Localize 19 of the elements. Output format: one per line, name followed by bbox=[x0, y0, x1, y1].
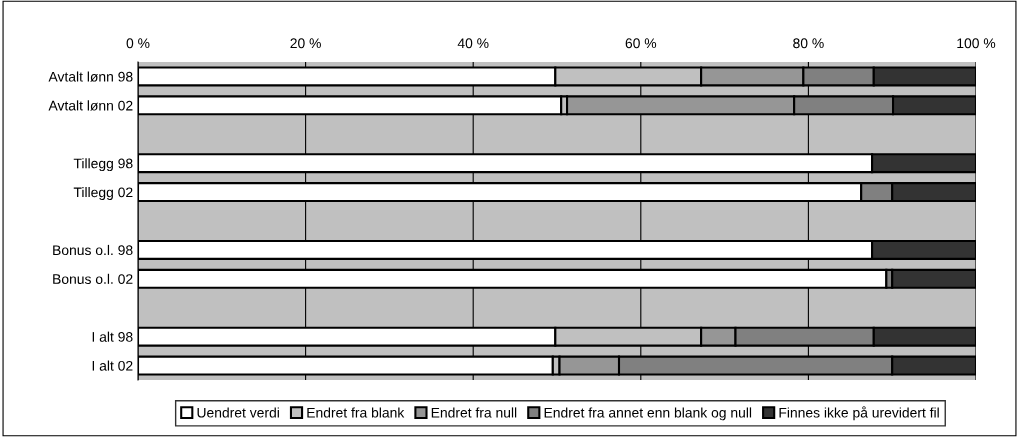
x-tick-label: 20 % bbox=[290, 38, 321, 49]
y-tick-label: I alt 02 bbox=[92, 360, 133, 371]
legend-label: Endret fra annet enn blank og null bbox=[544, 407, 752, 421]
y-tick-label: I alt 98 bbox=[92, 331, 133, 342]
legend-label: Uendret verdi bbox=[197, 407, 279, 418]
x-tick-label: 100 % bbox=[957, 38, 996, 49]
y-tick-label: Avtalt lønn 98 bbox=[48, 71, 133, 82]
legend-label: Finnes ikke på urevidert fil bbox=[779, 406, 939, 421]
y-tick-label: Avtalt lønn 02 bbox=[48, 100, 133, 111]
x-tick-label: 60 % bbox=[625, 38, 657, 49]
y-tick-label: Bonus o.l. 02 bbox=[53, 273, 133, 284]
x-tick-label: 0 % bbox=[126, 38, 150, 49]
x-tick-label: 80 % bbox=[793, 38, 824, 49]
legend-label: Endret fra blank bbox=[307, 407, 405, 418]
y-tick-label: Bonus o.l. 98 bbox=[53, 244, 133, 256]
x-tick-label: 40 % bbox=[457, 38, 489, 49]
y-tick-label: Tillegg 98 bbox=[73, 158, 133, 172]
legend-label: Endret fra null bbox=[431, 407, 517, 418]
y-tick-label: Tillegg 02 bbox=[73, 187, 133, 201]
